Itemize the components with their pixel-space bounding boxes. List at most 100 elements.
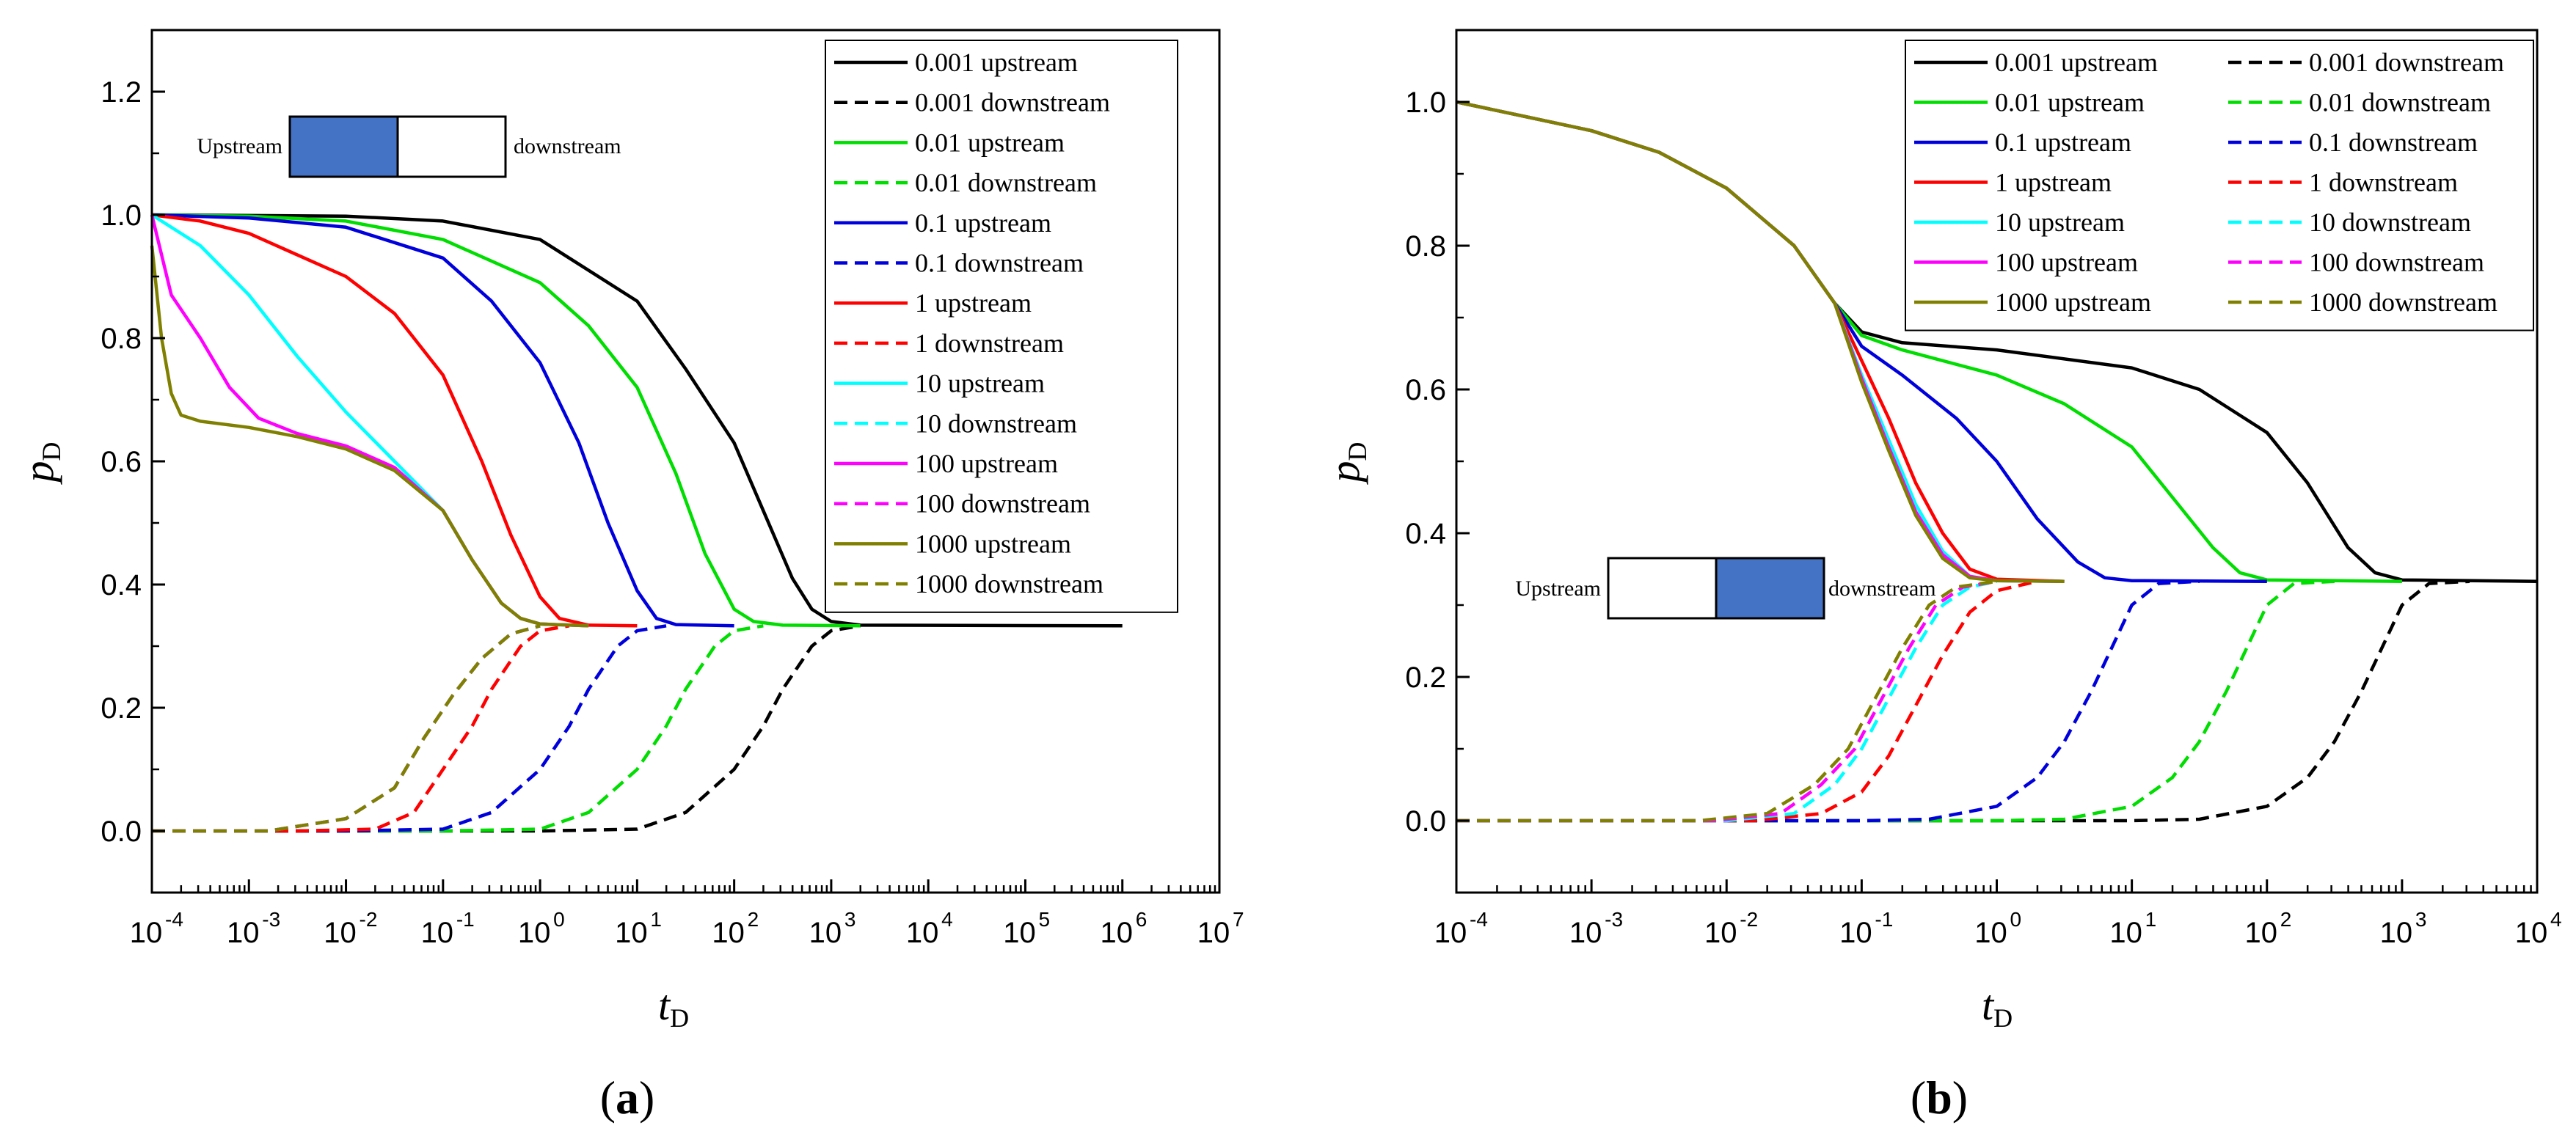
legend-label: 0.1 upstream <box>1995 128 2131 157</box>
series-line <box>150 245 589 628</box>
y-tick-label: 0.4 <box>1405 518 1446 550</box>
x-tick-label: 10 <box>1974 917 2007 949</box>
panel-b-schematic: Upstream downstream <box>1515 557 1936 620</box>
x-tick-exponent: 1 <box>2145 908 2157 931</box>
panel-a: 0.00.20.40.60.81.01.2 10 -4 10 -3 10 -2 10 -1 10… <box>15 29 1244 1124</box>
series-line <box>1456 579 1997 823</box>
svg-text:pD: pD <box>1321 442 1372 486</box>
x-tick-label: 10 <box>1197 917 1230 949</box>
legend-label: 1000 upstream <box>1995 288 2151 317</box>
panel-b: 0.00.20.40.60.81.0 10 -4 10 -3 10 -2 10 -1 10 0 10… <box>1321 29 2562 1124</box>
y-tick-label: 0.0 <box>1405 805 1446 838</box>
legend-label: 100 downstream <box>2309 248 2484 277</box>
panel-a-caption-letter: a <box>616 1072 639 1124</box>
panel-b-caption: (b) <box>1911 1072 1968 1124</box>
legend-label: 1 downstream <box>915 329 1064 358</box>
series-line <box>152 624 541 833</box>
legend-label: 1000 downstream <box>2309 288 2497 317</box>
panel-a-ylabel-main: p <box>15 461 62 486</box>
series-line <box>152 624 541 833</box>
x-tick-exponent: 7 <box>1233 908 1244 931</box>
x-tick-label: 10 <box>1704 917 1737 949</box>
x-tick-label: 10 <box>2380 917 2413 949</box>
panel-b-series <box>1456 100 2538 823</box>
legend-label: 1 downstream <box>2309 168 2458 197</box>
x-tick-label: 10 <box>906 917 939 949</box>
panel-a-series <box>150 213 1123 833</box>
x-tick-label: 10 <box>1003 917 1036 949</box>
panel-a-x-ticks: 10 -4 10 -3 10 -2 10 -1 10 0 10 1 10 2 10 3 10 4 10 5 10 6 10 7 <box>130 879 1244 949</box>
x-tick-exponent: 6 <box>1136 908 1147 931</box>
panel-a-schematic: Upstream downstream <box>197 115 621 178</box>
panel-a-y-axis-title: pD <box>15 442 66 486</box>
series-line <box>152 624 541 833</box>
panel-a-schematic-right-label: downstream <box>514 134 621 158</box>
series-line <box>151 213 638 628</box>
panel-a-xlabel-sub: D <box>670 1003 689 1033</box>
x-tick-label: 10 <box>1569 917 1602 949</box>
y-tick-label: 0.4 <box>101 569 142 601</box>
panel-a-xlabel-main: t <box>658 981 671 1029</box>
panel-b-ylabel-sub: D <box>1343 442 1372 461</box>
panel-a-schematic-left-label: Upstream <box>197 134 282 158</box>
y-tick-label: 0.8 <box>101 323 142 355</box>
series-line <box>152 624 667 833</box>
legend-label: 1 upstream <box>1995 168 2112 197</box>
x-tick-exponent: 3 <box>2415 908 2427 931</box>
legend-label: 10 upstream <box>1995 208 2125 237</box>
panel-b-ylabel-main: p <box>1321 461 1368 486</box>
legend-label: 0.001 upstream <box>1995 48 2158 77</box>
legend-label: 10 downstream <box>915 409 1077 438</box>
series-line <box>1456 579 2038 823</box>
series-line <box>1456 579 2200 823</box>
panel-b-x-ticks: 10 -4 10 -3 10 -2 10 -1 10 0 10 1 10 2 10 3 10 4 <box>1434 879 2562 949</box>
x-tick-exponent: 3 <box>844 908 856 931</box>
x-tick-exponent: -1 <box>456 908 475 931</box>
x-tick-label: 10 <box>712 917 745 949</box>
legend-label: 100 downstream <box>915 489 1090 519</box>
series-line <box>1456 579 1997 823</box>
y-tick-label: 0.2 <box>101 692 142 725</box>
x-tick-exponent: -2 <box>1740 908 1758 931</box>
panel-a-schematic-downstream-cell <box>396 115 507 178</box>
y-tick-label: 1.0 <box>101 199 142 232</box>
panel-b-schematic-upstream-cell <box>1607 557 1718 620</box>
legend-label: 10 upstream <box>915 369 1045 398</box>
panel-b-y-axis-title: pD <box>1321 442 1372 486</box>
panel-b-schematic-left-label: Upstream <box>1515 576 1601 601</box>
legend-label: 0.01 downstream <box>2309 88 2491 117</box>
legend-box <box>1905 40 2534 332</box>
x-tick-label: 10 <box>1434 917 1467 949</box>
x-tick-exponent: 2 <box>2280 908 2292 931</box>
y-tick-label: 0.6 <box>101 446 142 478</box>
x-tick-label: 10 <box>2245 917 2278 949</box>
x-tick-label: 10 <box>130 917 163 949</box>
panel-b-schematic-downstream-cell <box>1715 557 1825 620</box>
y-tick-label: 1.2 <box>101 76 142 109</box>
x-tick-label: 10 <box>324 917 357 949</box>
panel-b-xlabel-main: t <box>1982 981 1995 1029</box>
legend-label: 0.1 downstream <box>2309 128 2478 157</box>
x-tick-exponent: 4 <box>941 908 953 931</box>
legend-label: 0.01 upstream <box>1995 88 2145 117</box>
x-tick-label: 10 <box>1839 917 1872 949</box>
x-tick-exponent: 4 <box>2550 908 2562 931</box>
series-line <box>1456 579 2335 823</box>
x-tick-exponent: -4 <box>1470 908 1488 931</box>
x-tick-exponent: -2 <box>360 908 378 931</box>
legend-label: 0.001 upstream <box>915 48 1078 77</box>
y-tick-label: 0.2 <box>1405 662 1446 694</box>
legend-label: 0.01 downstream <box>915 168 1097 197</box>
panel-a-schematic-upstream-cell <box>288 115 399 178</box>
x-tick-label: 10 <box>2109 917 2142 949</box>
x-tick-label: 10 <box>2515 917 2548 949</box>
panel-a-x-axis-title: tD <box>658 981 689 1033</box>
x-tick-exponent: -3 <box>262 908 280 931</box>
y-tick-label: 0.8 <box>1405 230 1446 263</box>
x-tick-exponent: 2 <box>748 908 759 931</box>
svg-text:tD: tD <box>1982 981 2013 1033</box>
series-line <box>151 213 861 628</box>
x-tick-exponent: 5 <box>1038 908 1050 931</box>
panel-b-xlabel-sub: D <box>1993 1003 2013 1033</box>
